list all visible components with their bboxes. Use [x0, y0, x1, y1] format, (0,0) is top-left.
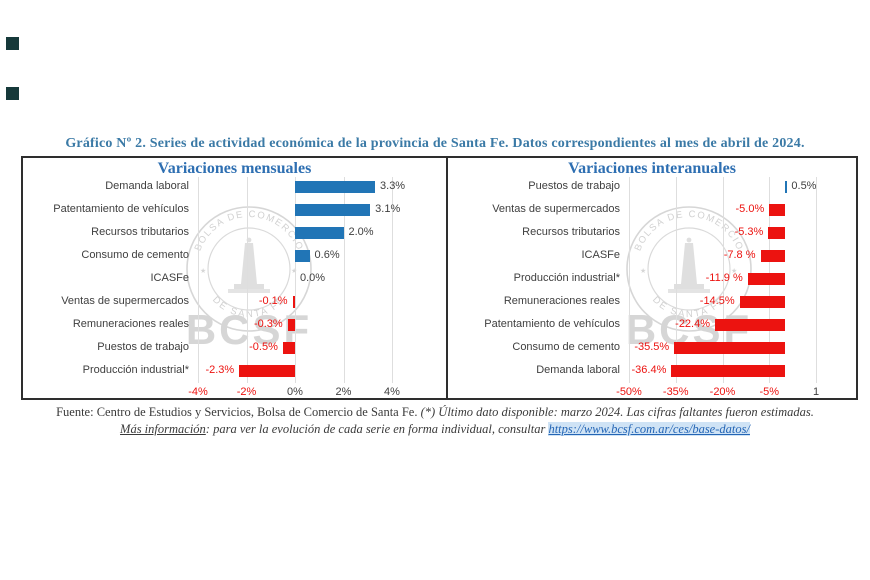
- seal-star-icon: ★: [200, 267, 206, 275]
- source-text: Fuente: Centro de Estudios y Servicios, …: [56, 405, 421, 419]
- axis-tick-label: 0%: [287, 386, 303, 398]
- value-label: 3.1%: [375, 203, 401, 215]
- value-label: -36.4%: [631, 364, 667, 376]
- negative-bar: [739, 296, 785, 308]
- negative-bar: [292, 296, 295, 308]
- gridline: [198, 177, 199, 383]
- gridline: [816, 177, 817, 383]
- category-label: Producción industrial*: [82, 364, 189, 376]
- source-note-line1: Fuente: Centro de Estudios y Servicios, …: [0, 404, 870, 421]
- corner-marker-top: [6, 37, 19, 50]
- category-label: Demanda laboral: [105, 180, 189, 192]
- seal-text-top: BOLSA DE COMERCIO: [193, 209, 304, 253]
- more-info-text: : para ver la evolución de cada serie en…: [205, 422, 549, 437]
- value-label: -5.3%: [734, 226, 764, 238]
- interannual-variations-chart: BOLSA DE COMERCIO DE SANTA FE ★ ★ BCSF V…: [448, 158, 856, 398]
- axis-tick-label: -5%: [759, 386, 780, 398]
- negative-bar: [674, 342, 785, 354]
- value-label: -5.0%: [735, 203, 765, 215]
- positive-bar: [295, 204, 371, 216]
- axis-tick-label: -4%: [188, 386, 208, 398]
- axis-tick-label: 1: [812, 386, 820, 398]
- gridline: [392, 177, 393, 383]
- category-label: Recursos tributarios: [522, 226, 620, 238]
- category-label: Demanda laboral: [536, 364, 620, 376]
- value-label: -22.4%: [675, 318, 711, 330]
- value-label: -0.5%: [249, 341, 278, 353]
- value-label: 3.3%: [380, 180, 406, 192]
- source-note: Fuente: Centro de Estudios y Servicios, …: [0, 404, 870, 439]
- corner-marker-bottom: [6, 87, 19, 100]
- gridline: [343, 177, 345, 383]
- value-label: -11.9 %: [705, 272, 743, 284]
- value-label: 0.5%: [791, 180, 817, 192]
- axis-tick-label: -35%: [662, 386, 689, 398]
- value-label: -0.1%: [258, 295, 288, 307]
- value-label: 0.6%: [314, 249, 340, 261]
- source-note-line2: Más información: para ver la evolución d…: [0, 421, 870, 438]
- negative-bar: [715, 319, 785, 331]
- category-label: Recursos tributarios: [91, 226, 189, 238]
- category-label: Patentamiento de vehículos: [53, 203, 189, 215]
- category-label: ICASFe: [150, 272, 189, 284]
- category-label: Puestos de trabajo: [528, 180, 620, 192]
- more-info-label: Más información: [120, 422, 206, 437]
- negative-bar: [760, 250, 785, 262]
- negative-bar: [282, 342, 295, 354]
- negative-bar: [768, 227, 785, 239]
- positive-bar: [295, 181, 376, 193]
- gridline: [295, 177, 296, 383]
- category-label: Consumo de cemento: [512, 341, 620, 353]
- category-label: ICASFe: [581, 249, 620, 261]
- svg-text:BOLSA DE COMERCIO: BOLSA DE COMERCIO: [193, 209, 306, 253]
- seal-star-icon: ★: [640, 267, 646, 275]
- category-label: Remuneraciones reales: [72, 318, 189, 330]
- positive-bar: [784, 181, 787, 193]
- negative-bar: [287, 319, 295, 331]
- negative-bar: [747, 273, 785, 285]
- category-label: Patentamiento de vehículos: [484, 318, 620, 330]
- axis-tick-label: 2%: [335, 386, 352, 398]
- positive-bar: [295, 227, 344, 239]
- category-label: Ventas de supermercados: [61, 295, 189, 307]
- negative-bar: [671, 365, 785, 377]
- category-label: Ventas de supermercados: [492, 203, 620, 215]
- value-label: -2.3%: [205, 364, 235, 376]
- category-label: Producción industrial*: [513, 272, 620, 284]
- footnote-text: (*) Último dato disponible: marzo 2024. …: [420, 405, 814, 419]
- category-label: Consumo de cemento: [81, 249, 189, 261]
- axis-tick-label: 4%: [384, 386, 400, 398]
- value-label: 2.0%: [348, 226, 374, 238]
- axis-tick-label: -20%: [709, 386, 736, 398]
- gridline: [675, 177, 677, 383]
- page-title: Gráfico Nº 2. Series de actividad económ…: [65, 136, 805, 151]
- gridline: [246, 177, 248, 383]
- monthly-variations-chart: BOLSA DE COMERCIO DE SANTA FE ★ ★ BCSF V…: [23, 158, 448, 398]
- chart-title-interannual: Variaciones interanuales: [568, 160, 736, 177]
- negative-bar: [239, 365, 295, 377]
- category-label: Puestos de trabajo: [97, 341, 189, 353]
- seal-monument-icon: [228, 237, 270, 293]
- seal-monument-icon: [668, 237, 710, 293]
- positive-bar: [295, 250, 310, 262]
- value-label: 0.0%: [300, 272, 326, 284]
- gridline: [629, 177, 630, 383]
- category-label: Remuneraciones reales: [503, 295, 620, 307]
- chart-title-monthly: Variaciones mensuales: [157, 160, 312, 177]
- axis-tick-label: -50%: [616, 386, 642, 398]
- gridline: [722, 177, 724, 383]
- axis-tick-label: -2%: [236, 386, 257, 398]
- value-label: -7.8 %: [723, 249, 756, 261]
- value-label: -14.5%: [699, 295, 735, 307]
- base-datos-link[interactable]: https://www.bcsf.com.ar/ces/base-datos/: [548, 422, 750, 437]
- charts-panel: BOLSA DE COMERCIO DE SANTA FE ★ ★ BCSF V…: [21, 156, 858, 400]
- value-label: -35.5%: [634, 341, 670, 353]
- negative-bar: [769, 204, 785, 216]
- value-label: -0.3%: [253, 318, 283, 330]
